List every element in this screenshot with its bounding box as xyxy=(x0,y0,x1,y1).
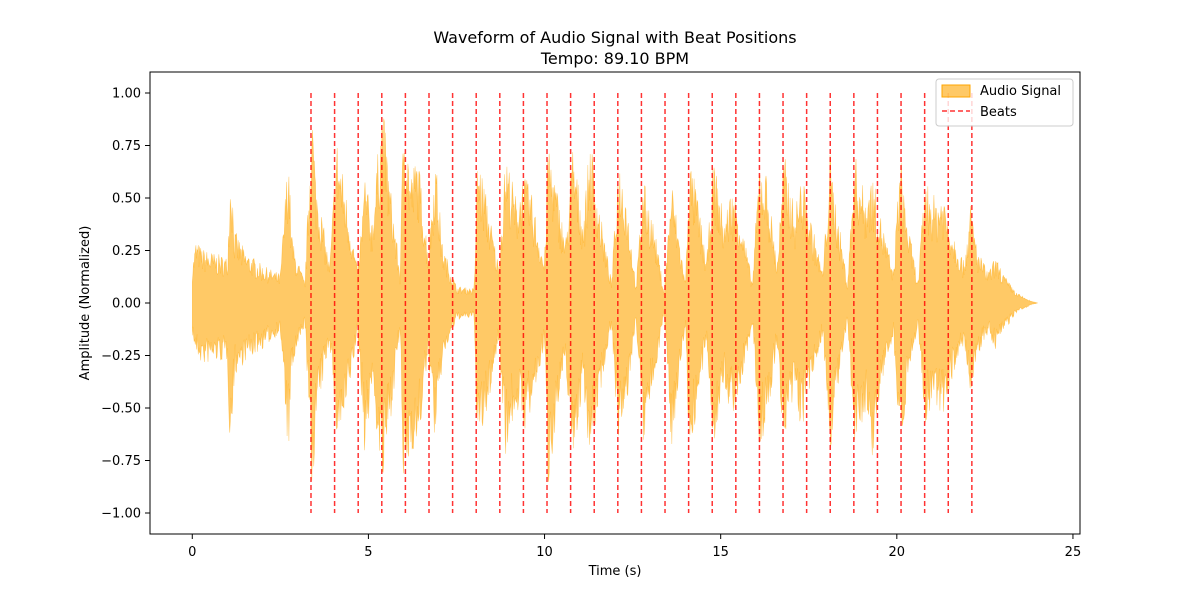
x-axis-label: Time (s) xyxy=(588,564,642,579)
x-tick-label: 5 xyxy=(364,545,372,560)
legend: Audio Signal Beats xyxy=(935,78,1074,127)
audio-signal-waveform xyxy=(192,118,1038,482)
legend-label-beats: Beats xyxy=(980,105,1017,120)
y-tick-label: 0.75 xyxy=(112,139,141,154)
y-tick-label: −0.75 xyxy=(101,454,141,469)
plot-area xyxy=(192,93,1038,513)
y-tick-label: 1.00 xyxy=(112,87,141,102)
chart-subtitle: Tempo: 89.10 BPM xyxy=(540,49,689,68)
x-tick-label: 25 xyxy=(1065,545,1082,560)
y-tick-label: 0.50 xyxy=(112,192,141,207)
x-tick-label: 10 xyxy=(536,545,553,560)
x-axis: 0 5 10 15 20 25 xyxy=(188,534,1081,560)
x-tick-label: 20 xyxy=(889,545,906,560)
y-axis-label: Amplitude (Normalized) xyxy=(78,226,93,381)
y-tick-label: −0.25 xyxy=(101,349,141,364)
chart-title: Waveform of Audio Signal with Beat Posit… xyxy=(433,28,796,47)
legend-swatch-audio-signal xyxy=(941,84,971,98)
legend-label-audio-signal: Audio Signal xyxy=(980,84,1061,99)
y-tick-label: −1.00 xyxy=(101,507,141,522)
y-tick-label: −0.50 xyxy=(101,402,141,417)
x-tick-label: 15 xyxy=(712,545,729,560)
y-axis: 1.00 0.75 0.50 0.25 0.00 −0.25 −0.50 −0.75 −1.00 xyxy=(101,87,150,522)
y-tick-label: 0.25 xyxy=(112,244,141,259)
x-tick-label: 0 xyxy=(188,545,196,560)
y-tick-label: 0.00 xyxy=(112,297,141,312)
